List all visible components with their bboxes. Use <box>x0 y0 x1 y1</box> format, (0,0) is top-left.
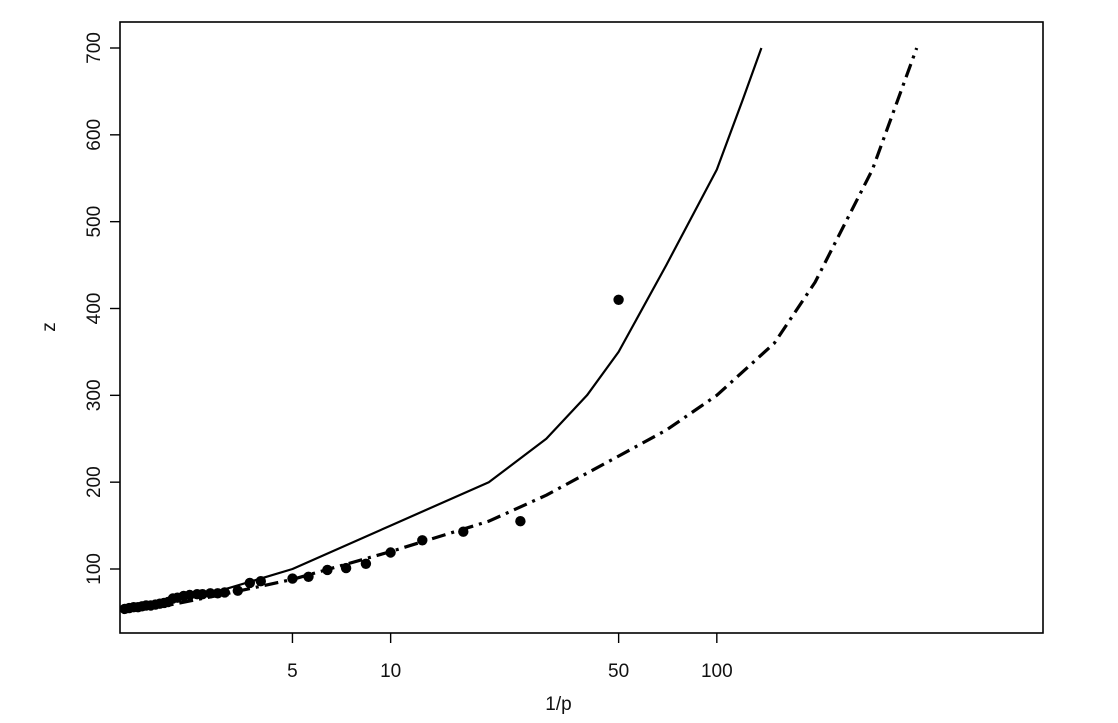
y-tick-label: 100 <box>84 553 105 585</box>
y-tick-label: 600 <box>84 119 105 151</box>
data-point <box>322 564 333 576</box>
data-point <box>613 294 624 305</box>
y-tick-label: 700 <box>84 32 105 64</box>
y-tick-label: 500 <box>84 206 105 238</box>
data-point <box>244 577 255 589</box>
data-point <box>458 526 469 537</box>
y-axis-title: z <box>39 322 60 332</box>
data-point <box>340 562 352 574</box>
x-axis-title: 1/p <box>545 694 571 715</box>
data-point <box>255 576 266 587</box>
x-tick-label: 50 <box>608 661 629 682</box>
data-point <box>197 589 208 600</box>
data-point <box>219 587 230 598</box>
data-point <box>515 516 526 527</box>
data-point <box>287 573 298 584</box>
data-point <box>360 558 372 569</box>
data-point <box>303 571 314 582</box>
plot-frame <box>119 21 1044 634</box>
y-tick-label: 300 <box>84 379 105 411</box>
x-tick-label: 10 <box>380 661 401 682</box>
x-tick-label: 5 <box>287 661 298 682</box>
series-line-dash-dot <box>121 47 919 613</box>
y-tick-label: 400 <box>84 293 105 325</box>
y-tick-label: 200 <box>84 466 105 498</box>
data-point <box>385 547 396 558</box>
data-point <box>417 535 428 546</box>
plot-border <box>119 21 1044 634</box>
series-scatter-points <box>119 294 624 615</box>
axes-layer: 5 10 50 100 100 200 300 400 500 600 700 <box>84 32 733 682</box>
data-point <box>232 585 243 596</box>
x-tick-label: 100 <box>701 661 733 682</box>
data-point <box>205 588 216 599</box>
series-line-solid <box>121 47 763 611</box>
series-layer <box>119 47 919 615</box>
